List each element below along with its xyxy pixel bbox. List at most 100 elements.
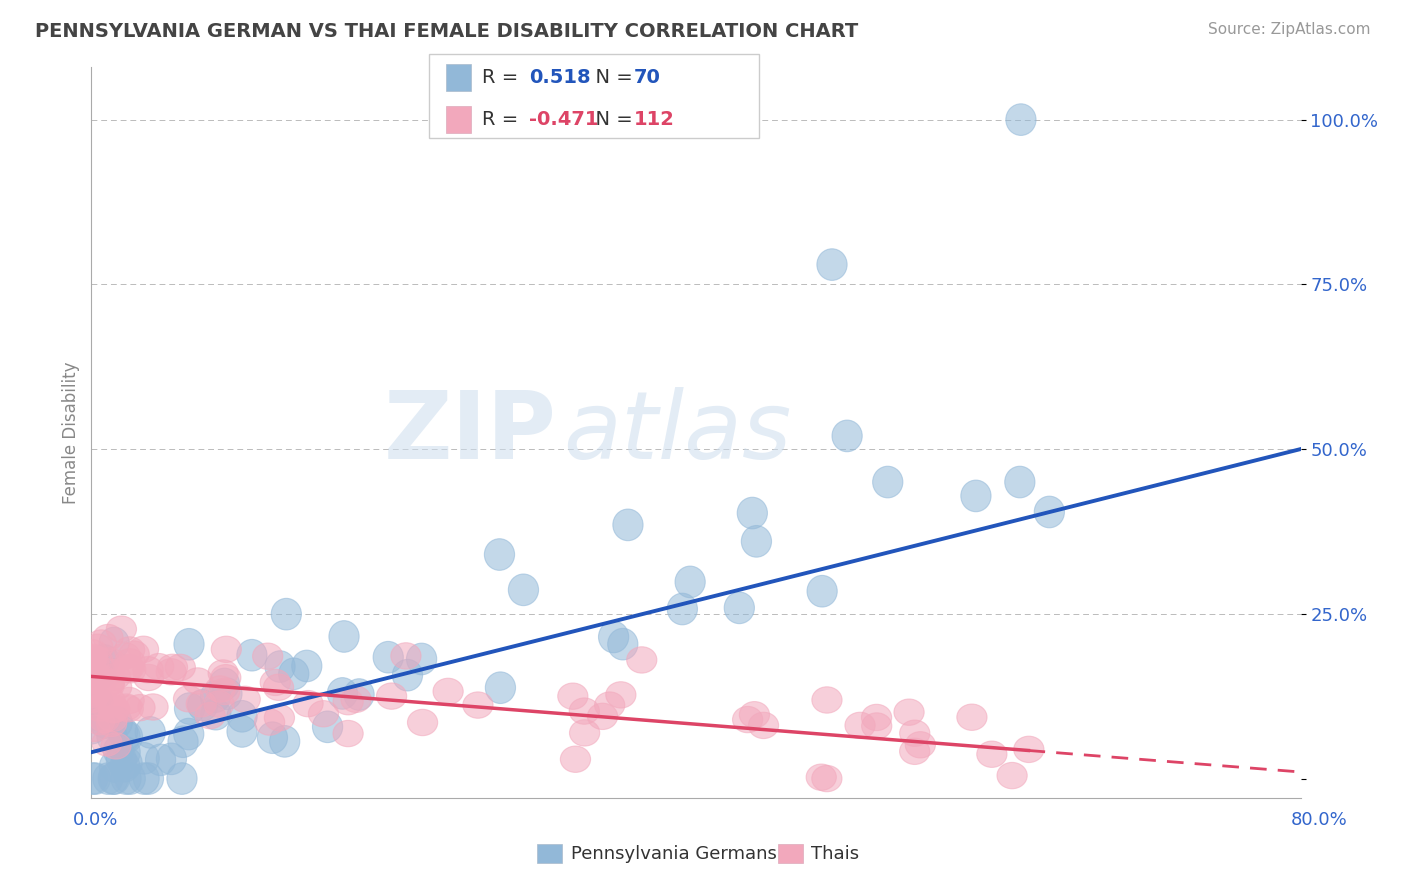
Ellipse shape bbox=[606, 681, 636, 708]
Text: R =: R = bbox=[482, 68, 531, 87]
Ellipse shape bbox=[174, 693, 205, 724]
Text: atlas: atlas bbox=[562, 387, 792, 478]
Ellipse shape bbox=[340, 686, 371, 713]
Ellipse shape bbox=[167, 726, 198, 757]
Ellipse shape bbox=[80, 680, 111, 706]
Text: Thais: Thais bbox=[811, 845, 859, 863]
Ellipse shape bbox=[392, 659, 423, 691]
Ellipse shape bbox=[128, 636, 159, 663]
Ellipse shape bbox=[115, 763, 145, 795]
Ellipse shape bbox=[110, 750, 141, 782]
Ellipse shape bbox=[114, 688, 145, 714]
Text: 0.0%: 0.0% bbox=[73, 811, 118, 829]
Ellipse shape bbox=[156, 658, 186, 685]
Ellipse shape bbox=[125, 695, 155, 721]
Ellipse shape bbox=[120, 641, 149, 667]
Ellipse shape bbox=[832, 420, 862, 451]
Ellipse shape bbox=[76, 657, 107, 683]
Ellipse shape bbox=[231, 686, 260, 713]
Ellipse shape bbox=[900, 720, 929, 747]
Ellipse shape bbox=[103, 706, 132, 739]
Ellipse shape bbox=[373, 641, 404, 673]
Ellipse shape bbox=[79, 681, 108, 707]
Ellipse shape bbox=[94, 670, 124, 697]
Text: R =: R = bbox=[482, 110, 524, 129]
Ellipse shape bbox=[741, 525, 772, 558]
Ellipse shape bbox=[76, 676, 107, 703]
Text: N =: N = bbox=[583, 110, 640, 129]
Ellipse shape bbox=[94, 673, 124, 698]
Ellipse shape bbox=[77, 667, 108, 693]
Ellipse shape bbox=[101, 732, 131, 759]
Ellipse shape bbox=[112, 696, 143, 722]
Ellipse shape bbox=[101, 673, 132, 700]
Text: -0.471: -0.471 bbox=[529, 110, 598, 129]
Ellipse shape bbox=[463, 692, 494, 718]
Ellipse shape bbox=[391, 643, 420, 669]
Y-axis label: Female Disability: Female Disability bbox=[62, 361, 80, 504]
Ellipse shape bbox=[308, 700, 339, 727]
Ellipse shape bbox=[905, 731, 935, 758]
Ellipse shape bbox=[112, 747, 142, 779]
Ellipse shape bbox=[90, 706, 121, 739]
Ellipse shape bbox=[257, 722, 288, 754]
Ellipse shape bbox=[84, 664, 115, 690]
Ellipse shape bbox=[740, 702, 769, 728]
Ellipse shape bbox=[97, 721, 127, 752]
Ellipse shape bbox=[408, 709, 437, 736]
Ellipse shape bbox=[173, 686, 204, 712]
Ellipse shape bbox=[76, 660, 107, 686]
Text: 0.518: 0.518 bbox=[529, 68, 591, 87]
Ellipse shape bbox=[957, 704, 987, 731]
Ellipse shape bbox=[264, 705, 294, 731]
Ellipse shape bbox=[156, 743, 187, 774]
Ellipse shape bbox=[1035, 496, 1064, 528]
Ellipse shape bbox=[873, 467, 903, 498]
Ellipse shape bbox=[433, 678, 463, 705]
Ellipse shape bbox=[77, 763, 108, 795]
Ellipse shape bbox=[187, 690, 218, 721]
Ellipse shape bbox=[100, 664, 131, 690]
Ellipse shape bbox=[588, 703, 617, 730]
Ellipse shape bbox=[107, 716, 138, 747]
Ellipse shape bbox=[86, 630, 117, 657]
Ellipse shape bbox=[103, 735, 134, 766]
Ellipse shape bbox=[80, 663, 111, 689]
Ellipse shape bbox=[143, 654, 174, 680]
Ellipse shape bbox=[845, 712, 875, 739]
Ellipse shape bbox=[135, 716, 166, 748]
Ellipse shape bbox=[333, 721, 363, 747]
Ellipse shape bbox=[77, 645, 107, 672]
Ellipse shape bbox=[270, 725, 299, 757]
Ellipse shape bbox=[377, 683, 406, 709]
Ellipse shape bbox=[107, 744, 136, 775]
Ellipse shape bbox=[195, 703, 225, 729]
Ellipse shape bbox=[82, 699, 112, 731]
Ellipse shape bbox=[86, 668, 115, 695]
Ellipse shape bbox=[212, 678, 242, 709]
Ellipse shape bbox=[569, 698, 599, 724]
Ellipse shape bbox=[93, 763, 122, 795]
Ellipse shape bbox=[226, 715, 257, 747]
Ellipse shape bbox=[84, 695, 114, 722]
Text: 70: 70 bbox=[634, 68, 661, 87]
Ellipse shape bbox=[977, 741, 1007, 767]
Ellipse shape bbox=[110, 643, 141, 669]
Ellipse shape bbox=[77, 662, 108, 689]
Ellipse shape bbox=[329, 621, 359, 652]
Ellipse shape bbox=[271, 599, 301, 630]
Ellipse shape bbox=[960, 480, 991, 512]
Text: ZIP: ZIP bbox=[384, 386, 557, 479]
Ellipse shape bbox=[205, 676, 235, 702]
Ellipse shape bbox=[98, 627, 129, 659]
Ellipse shape bbox=[77, 713, 107, 744]
Ellipse shape bbox=[167, 763, 197, 795]
Ellipse shape bbox=[90, 706, 120, 732]
Ellipse shape bbox=[862, 705, 891, 731]
Ellipse shape bbox=[737, 497, 768, 529]
Ellipse shape bbox=[112, 721, 142, 753]
Ellipse shape bbox=[406, 643, 437, 674]
Ellipse shape bbox=[569, 720, 600, 746]
Ellipse shape bbox=[98, 763, 128, 795]
Ellipse shape bbox=[807, 575, 837, 607]
